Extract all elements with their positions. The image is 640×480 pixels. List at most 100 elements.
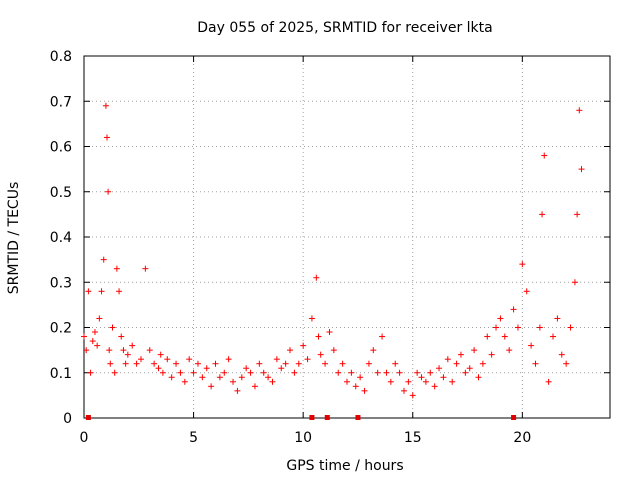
data-point [100,256,107,263]
data-point [457,351,464,358]
data-point [550,333,557,340]
data-point [418,374,425,381]
y-tick-label: 0.5 [50,185,72,201]
data-point [104,134,111,141]
data-point [142,265,149,272]
data-point [85,288,92,295]
y-tick-label: 0.4 [50,230,72,246]
x-tick-label: 0 [80,430,89,446]
x-tick-label: 5 [189,430,198,446]
data-point [392,360,399,367]
data-point [532,360,539,367]
data-point [545,378,552,385]
data-point [238,374,245,381]
data-point [208,383,215,390]
data-point [383,369,390,376]
chart-title: Day 055 of 2025, SRMTID for receiver lkt… [197,20,492,36]
data-point [444,356,451,363]
y-tick-label: 0.1 [50,366,72,382]
data-point [506,347,513,354]
axis-marker [511,415,517,420]
x-tick-label: 15 [404,430,422,446]
data-point [576,107,583,114]
data-point [348,369,355,376]
data-point [449,378,456,385]
data-point [497,315,504,322]
data-point [295,360,302,367]
data-point [212,360,219,367]
data-point [282,360,289,367]
data-point [400,387,407,394]
data-point [129,342,136,349]
data-point [578,166,585,173]
data-point [379,333,386,340]
data-point [374,369,381,376]
data-point [225,356,232,363]
data-point [111,369,118,376]
data-point [462,369,469,376]
data-point [567,324,574,331]
data-point [315,333,322,340]
data-point [539,211,546,218]
data-point [313,274,320,281]
y-tick-label: 0.2 [50,321,72,337]
ticks: 0 0.1 0.2 0.3 0.4 0.5 0.6 0.7 0.8 0 5 10 15 20 [50,49,610,446]
data-point [308,315,315,322]
data-point [89,338,96,345]
data-point [571,279,578,286]
data-point [541,152,548,159]
data-point [304,356,311,363]
y-axis-label: SRMTID / TECUs [6,182,22,295]
data-point [155,365,162,372]
data-point [322,360,329,367]
data-point [361,387,368,394]
data-point [414,369,421,376]
data-point [563,360,570,367]
data-point [181,378,188,385]
data-point [523,288,530,295]
x-tick-label: 20 [513,430,531,446]
data-point [273,356,280,363]
data-point [109,324,116,331]
data-point [107,360,114,367]
data-point [440,374,447,381]
data-point [164,356,171,363]
data-point [137,356,144,363]
data-point [146,347,153,354]
axis-marker [355,415,361,420]
data-point [365,360,372,367]
data-point [396,369,403,376]
data-point [118,333,125,340]
data-point [431,383,438,390]
data-point [159,369,166,376]
data-point [124,351,131,358]
data-point [326,329,333,336]
data-point [269,378,276,385]
data-point [352,383,359,390]
data-point [300,342,307,349]
data-point [194,360,201,367]
axis-marker [324,415,330,420]
data-point [157,351,164,358]
data-point [243,365,250,372]
data-point [574,211,581,218]
data-point [203,365,210,372]
data-point [291,369,298,376]
data-point [133,360,140,367]
data-point [344,378,350,385]
axis-marker [85,415,91,420]
data-point [554,315,561,322]
data-point [186,356,193,363]
data-point [488,351,495,358]
data-point [287,347,294,354]
data-point [91,329,98,336]
data-point [453,360,460,367]
data-point [251,383,258,390]
x-axis-label: GPS time / hours [286,458,403,474]
data-point [173,360,180,367]
data-point [317,351,324,358]
data-point [514,324,521,331]
data-point [436,365,443,372]
data-point [234,387,241,394]
